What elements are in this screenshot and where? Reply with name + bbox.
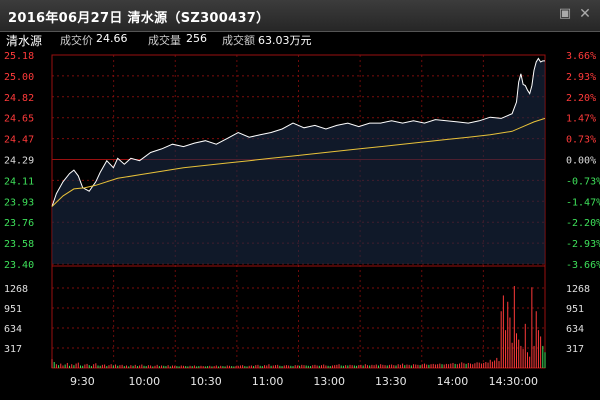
volume-tick-label: 634 <box>4 324 22 335</box>
title-bar: 2016年06月27日 清水源（SZ300437） ▣ ✕ <box>0 0 600 32</box>
price-tick-label: 23.76 <box>4 218 34 229</box>
price-tick-label: 23.93 <box>4 197 34 208</box>
volume-label: 成交量 <box>148 34 181 47</box>
percent-tick-label: 2.93% <box>566 72 596 83</box>
stock-name: 清水源 <box>6 34 43 48</box>
price-area <box>52 58 545 264</box>
price-tick-label: 23.58 <box>4 239 34 250</box>
amount-value: 63.03万元 <box>258 34 312 47</box>
percent-tick-label: 2.20% <box>566 93 596 104</box>
percent-tick-label: -2.93% <box>566 239 600 250</box>
price-line <box>51 57 545 207</box>
time-tick-label: 13:30 <box>375 375 407 388</box>
percent-tick-label: -3.66% <box>566 260 600 271</box>
volume-tick-label: 317 <box>4 344 22 355</box>
time-tick-label: 13:00 <box>313 375 345 388</box>
percent-tick-label: -2.20% <box>566 218 600 229</box>
window-title: 2016年06月27日 清水源（SZ300437） <box>8 11 270 26</box>
time-tick-label: 14:30:00 <box>489 375 538 388</box>
average-price-line <box>51 117 546 207</box>
amount-label: 成交额 <box>222 34 255 47</box>
price-tick-label: 24.82 <box>4 93 34 104</box>
volume-tick-label-right: 317 <box>566 344 584 355</box>
time-tick-label: 11:00 <box>252 375 284 388</box>
price-value: 24.66 <box>96 32 128 45</box>
percent-tick-label: 1.47% <box>566 114 596 125</box>
percent-tick-label: -0.73% <box>566 176 600 187</box>
volume-value: 256 <box>186 32 207 45</box>
minimize-icon[interactable]: ▣ <box>558 6 572 21</box>
price-tick-label: 24.11 <box>4 176 34 187</box>
price-tick-label: 23.40 <box>4 260 34 271</box>
time-tick-label: 14:00 <box>437 375 469 388</box>
time-tick-label: 9:30 <box>70 375 95 388</box>
price-tick-label: 25.00 <box>4 72 34 83</box>
close-icon[interactable]: ✕ <box>579 6 591 22</box>
percent-tick-label: 3.66% <box>566 51 596 62</box>
time-tick-label: 10:30 <box>190 375 222 388</box>
quote-info-bar: 清水源 成交价 24.66 成交量 256 成交额 63.03万元 <box>0 32 600 48</box>
volume-tick-label-right: 951 <box>566 304 584 315</box>
volume-tick-label-right: 634 <box>566 324 584 335</box>
volume-tick-label: 1268 <box>4 284 28 295</box>
volume-tick-label: 951 <box>4 304 22 315</box>
price-tick-label: 25.18 <box>4 51 34 62</box>
time-tick-label: 10:00 <box>128 375 160 388</box>
percent-tick-label: -1.47% <box>566 197 600 208</box>
price-label: 成交价 <box>60 34 93 47</box>
percent-tick-label: 0.73% <box>566 135 596 146</box>
volume-tick-label-right: 1268 <box>566 284 590 295</box>
percent-tick-label: 0.00% <box>566 156 596 167</box>
price-tick-label: 24.65 <box>4 114 34 125</box>
price-tick-label: 24.29 <box>4 156 34 167</box>
price-tick-label: 24.47 <box>4 135 34 146</box>
